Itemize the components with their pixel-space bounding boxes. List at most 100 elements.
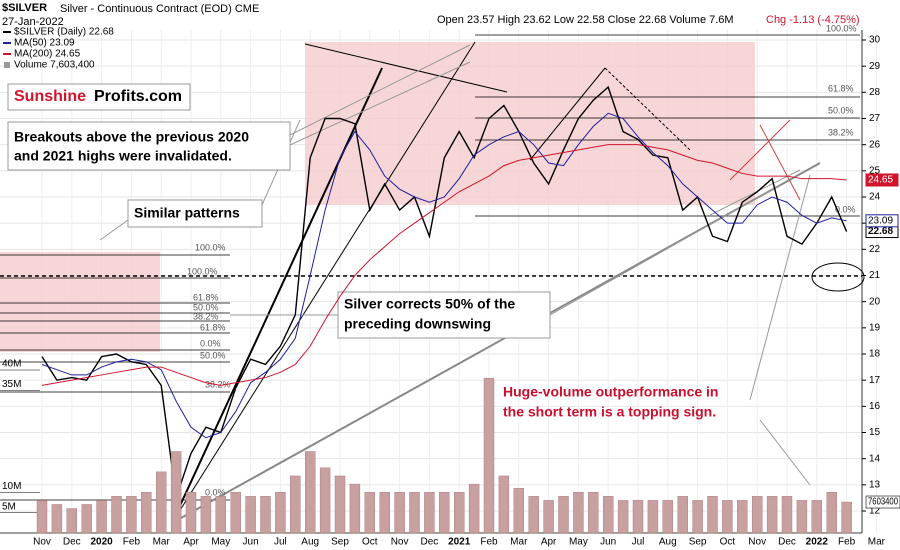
volume-bar [394,492,405,534]
x-tick-label: Feb [123,537,141,548]
y-tick-label: 25 [869,165,881,176]
x-tick-label: Apr [183,537,199,548]
volume-bar [424,492,435,534]
y-tick-label: 16 [869,401,881,412]
volume-bar [513,487,524,534]
x-tick-label: Mar [153,537,171,548]
fib-label: 100.0% [187,266,218,276]
callout-box [127,199,263,228]
subtitle: Silver - Continuous Contract (EOD) CME [60,3,259,15]
volume-bar [737,500,748,534]
fib-label: 0.0% [835,204,856,214]
value-tag [865,495,900,509]
volume-bar [603,496,614,534]
date: 27-Jan-2022 [2,16,64,28]
volume-bar [498,475,510,534]
volume-bar [468,483,480,534]
value-tag-label: 22.68 [868,226,893,237]
fib-label: 0.0% [200,338,221,348]
volume-bar [126,496,137,534]
layout-shapes [0,34,865,524]
fib-label: 50.0% [828,105,854,115]
y2-tick-label: 5M [2,501,16,512]
x-tick-label: May [211,537,230,548]
annotation: Similar patterns [134,205,240,221]
zone [0,252,160,352]
annotation: Breakouts above the previous 2020 [14,129,249,145]
y-tick-label: 12 [869,506,881,517]
x-tick-label: Apr [541,537,557,548]
price-line [41,144,847,386]
fib-label: 61.8% [200,322,226,332]
annotation: Silver corrects 50% of the [344,296,515,312]
x-tick-label: Dec [421,537,439,548]
y-tick-label: 24 [869,192,881,203]
fib-label: 100.0% [826,23,857,33]
volume-bar [275,492,286,534]
volume-bar [617,500,629,534]
fib-label: 50.0% [193,302,219,312]
volume-bar [111,496,122,534]
volume-bar [215,496,227,534]
x-tick-label: Aug [659,537,677,548]
y-tick-label: 28 [869,87,881,98]
x-tick-label: Feb [838,537,856,548]
fib-lines [0,34,860,501]
volume-bar [752,496,763,534]
fib-label: 38.2% [193,311,219,321]
fib-label: 0.0% [205,487,226,497]
volume-bar [185,492,197,534]
volume-bar [707,496,718,534]
annotation: and 2021 highs were invalidated. [14,148,232,164]
x-tick-label: Aug [301,537,319,548]
x-tick-label: Mar [868,537,886,548]
volume-bar [364,492,375,534]
fib-label: 100.0% [195,242,226,252]
volume-bar [290,475,301,534]
legend-label: $SILVER (Daily) 22.68 [14,27,114,38]
volume-bar [36,500,48,534]
volume-bar [558,496,569,534]
volume-bar [260,496,271,534]
zone [305,42,755,205]
value-tag-label: 24.65 [868,175,893,186]
y-tick-label: 27 [869,113,881,124]
legend-label: MA(50) 23.09 [14,38,75,49]
value-tag-label: 7603400 [868,497,898,508]
title: $SILVER [2,2,47,14]
x-tick-label: Sep [689,537,707,548]
x-tick-label: Jun [600,537,616,548]
volume-bar [81,504,92,534]
volume-bar [454,492,465,534]
x-tick-label: Sep [331,537,349,548]
volume-bar [662,500,673,534]
y-tick-label: 18 [869,349,881,360]
callout-box [7,121,291,171]
y-tick-label: 29 [869,61,881,72]
x-tick-label: Nov [33,537,51,548]
price-line [41,112,847,439]
volume-bar [588,492,599,534]
volume-bar [245,496,256,534]
callout-box [337,291,551,339]
volume-bar [796,500,808,534]
brand: Sunshine [14,88,86,105]
volume-bar [528,496,539,534]
y-tick-label: 19 [869,322,881,333]
volume-bar [826,492,837,534]
quote: Open 23.57 High 23.62 Low 22.58 Close 22… [437,14,734,26]
x-tick-label: Jun [243,537,259,548]
volume-bar [647,500,659,534]
value-tag [865,214,899,228]
volume-bar [379,492,390,534]
annotation: Huge-volume outperformance in [503,384,718,400]
annotation: preceding downswing [344,316,491,332]
volume-bar [692,500,703,534]
y-tick-label: 17 [869,375,881,386]
volume-bar [841,501,852,534]
volume-bar [66,508,78,534]
x-tick-label: Nov [391,537,409,548]
legend-label: MA(200) 24.65 [14,49,81,60]
volume-bar [230,492,241,534]
